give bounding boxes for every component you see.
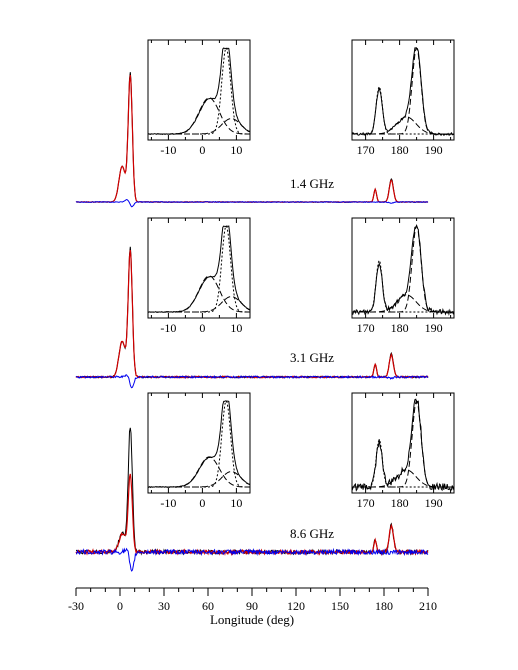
inset-component-2 (148, 295, 251, 313)
inset-interpulse: 170 180 190 (351, 39, 455, 157)
inset-frame (147, 217, 251, 319)
inset-tick-label: 180 (391, 321, 409, 335)
panel-2: 8.6 GHz -10 0 10 170 180 190 (75, 392, 455, 572)
inset-interpulse: 170 180 190 (351, 392, 455, 510)
inset-component-2 (148, 117, 251, 135)
inset-tick-label: 190 (425, 143, 443, 157)
inset-frame (147, 39, 251, 141)
inset-frame (351, 217, 455, 319)
inset-profile (351, 47, 455, 136)
inset-tick-label: 180 (391, 496, 409, 510)
inset-component-1 (148, 97, 250, 135)
inset-tick-label: 10 (230, 143, 242, 157)
circular-polarization-series (75, 198, 429, 208)
inset-tick-label: 190 (425, 496, 443, 510)
inset-frame (351, 39, 455, 141)
inset-profile (147, 400, 251, 489)
inset-tick-label: 180 (391, 143, 409, 157)
inset-tick-label: -10 (160, 496, 176, 510)
x-ticks: -30 0 30 60 90 120 150 180 210 (68, 588, 437, 613)
inset-profile (351, 223, 455, 316)
inset-tick-label: 170 (357, 496, 375, 510)
circular-polarization-series (75, 547, 429, 572)
inset-tick-label: 10 (230, 496, 242, 510)
panels-group: 1.4 GHz -10 0 10 170 180 190 3.1 GHz -10 0 10 170 18… (75, 39, 455, 572)
inset-component-2 (352, 294, 454, 313)
inset-main: -10 0 10 (147, 217, 251, 335)
frequency-label: 8.6 GHz (290, 526, 334, 541)
x-tick-label: 90 (246, 599, 258, 613)
inset-tick-label: 0 (199, 143, 205, 157)
x-tick-label: 0 (117, 599, 123, 613)
inset-tick-label: -10 (160, 321, 176, 335)
panel-1: 3.1 GHz -10 0 10 170 180 190 (75, 217, 455, 389)
inset-frame (351, 392, 455, 494)
inset-tick-label: 10 (230, 321, 242, 335)
x-tick-label: 180 (375, 599, 393, 613)
inset-tick-label: 170 (357, 321, 375, 335)
x-tick-label: 210 (419, 599, 437, 613)
x-tick-label: 120 (287, 599, 305, 613)
inset-profile (147, 225, 251, 314)
inset-tick-label: -10 (160, 143, 176, 157)
panel-0: 1.4 GHz -10 0 10 170 180 190 (75, 39, 455, 208)
inset-component-2 (148, 470, 251, 488)
x-tick-label: 60 (202, 599, 214, 613)
inset-main: -10 0 10 (147, 39, 251, 157)
inset-tick-label: 0 (199, 321, 205, 335)
x-tick-label: -30 (68, 599, 84, 613)
inset-component-1 (148, 275, 250, 313)
inset-main: -10 0 10 (147, 392, 251, 510)
inset-frame (147, 392, 251, 494)
inset-tick-label: 190 (425, 321, 443, 335)
x-axis-label: Longitude (deg) (210, 612, 294, 627)
inset-tick-label: 0 (199, 496, 205, 510)
inset-component-0 (352, 438, 454, 488)
x-tick-label: 30 (158, 599, 170, 613)
frequency-label: 3.1 GHz (290, 350, 334, 365)
linear-polarization-series (75, 473, 429, 557)
inset-interpulse: 170 180 190 (351, 217, 455, 335)
inset-profile (351, 398, 455, 492)
circular-polarization-series (75, 374, 429, 389)
frequency-label: 1.4 GHz (290, 176, 334, 191)
x-tick-label: 150 (331, 599, 349, 613)
inset-profile (147, 47, 251, 135)
longitude-axis: -30 0 30 60 90 120 150 180 210 Longitude (deg) (68, 587, 437, 627)
inset-tick-label: 170 (357, 143, 375, 157)
